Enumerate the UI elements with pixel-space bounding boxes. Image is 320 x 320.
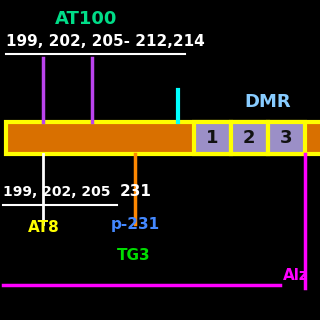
Text: 231: 231	[120, 185, 152, 199]
Text: Alz: Alz	[283, 268, 309, 283]
Text: 1: 1	[206, 129, 219, 147]
FancyBboxPatch shape	[231, 122, 268, 154]
Text: 199, 202, 205- 212,214: 199, 202, 205- 212,214	[6, 34, 205, 49]
Text: AT100: AT100	[55, 10, 118, 28]
Text: 199, 202, 205: 199, 202, 205	[3, 185, 111, 199]
Text: 2: 2	[243, 129, 255, 147]
FancyBboxPatch shape	[6, 122, 320, 154]
Text: TG3: TG3	[117, 249, 150, 263]
Text: DMR: DMR	[244, 93, 291, 111]
Text: 3: 3	[280, 129, 292, 147]
Text: p-231: p-231	[111, 217, 160, 231]
FancyBboxPatch shape	[268, 122, 305, 154]
Text: AT8: AT8	[28, 220, 60, 235]
FancyBboxPatch shape	[194, 122, 231, 154]
